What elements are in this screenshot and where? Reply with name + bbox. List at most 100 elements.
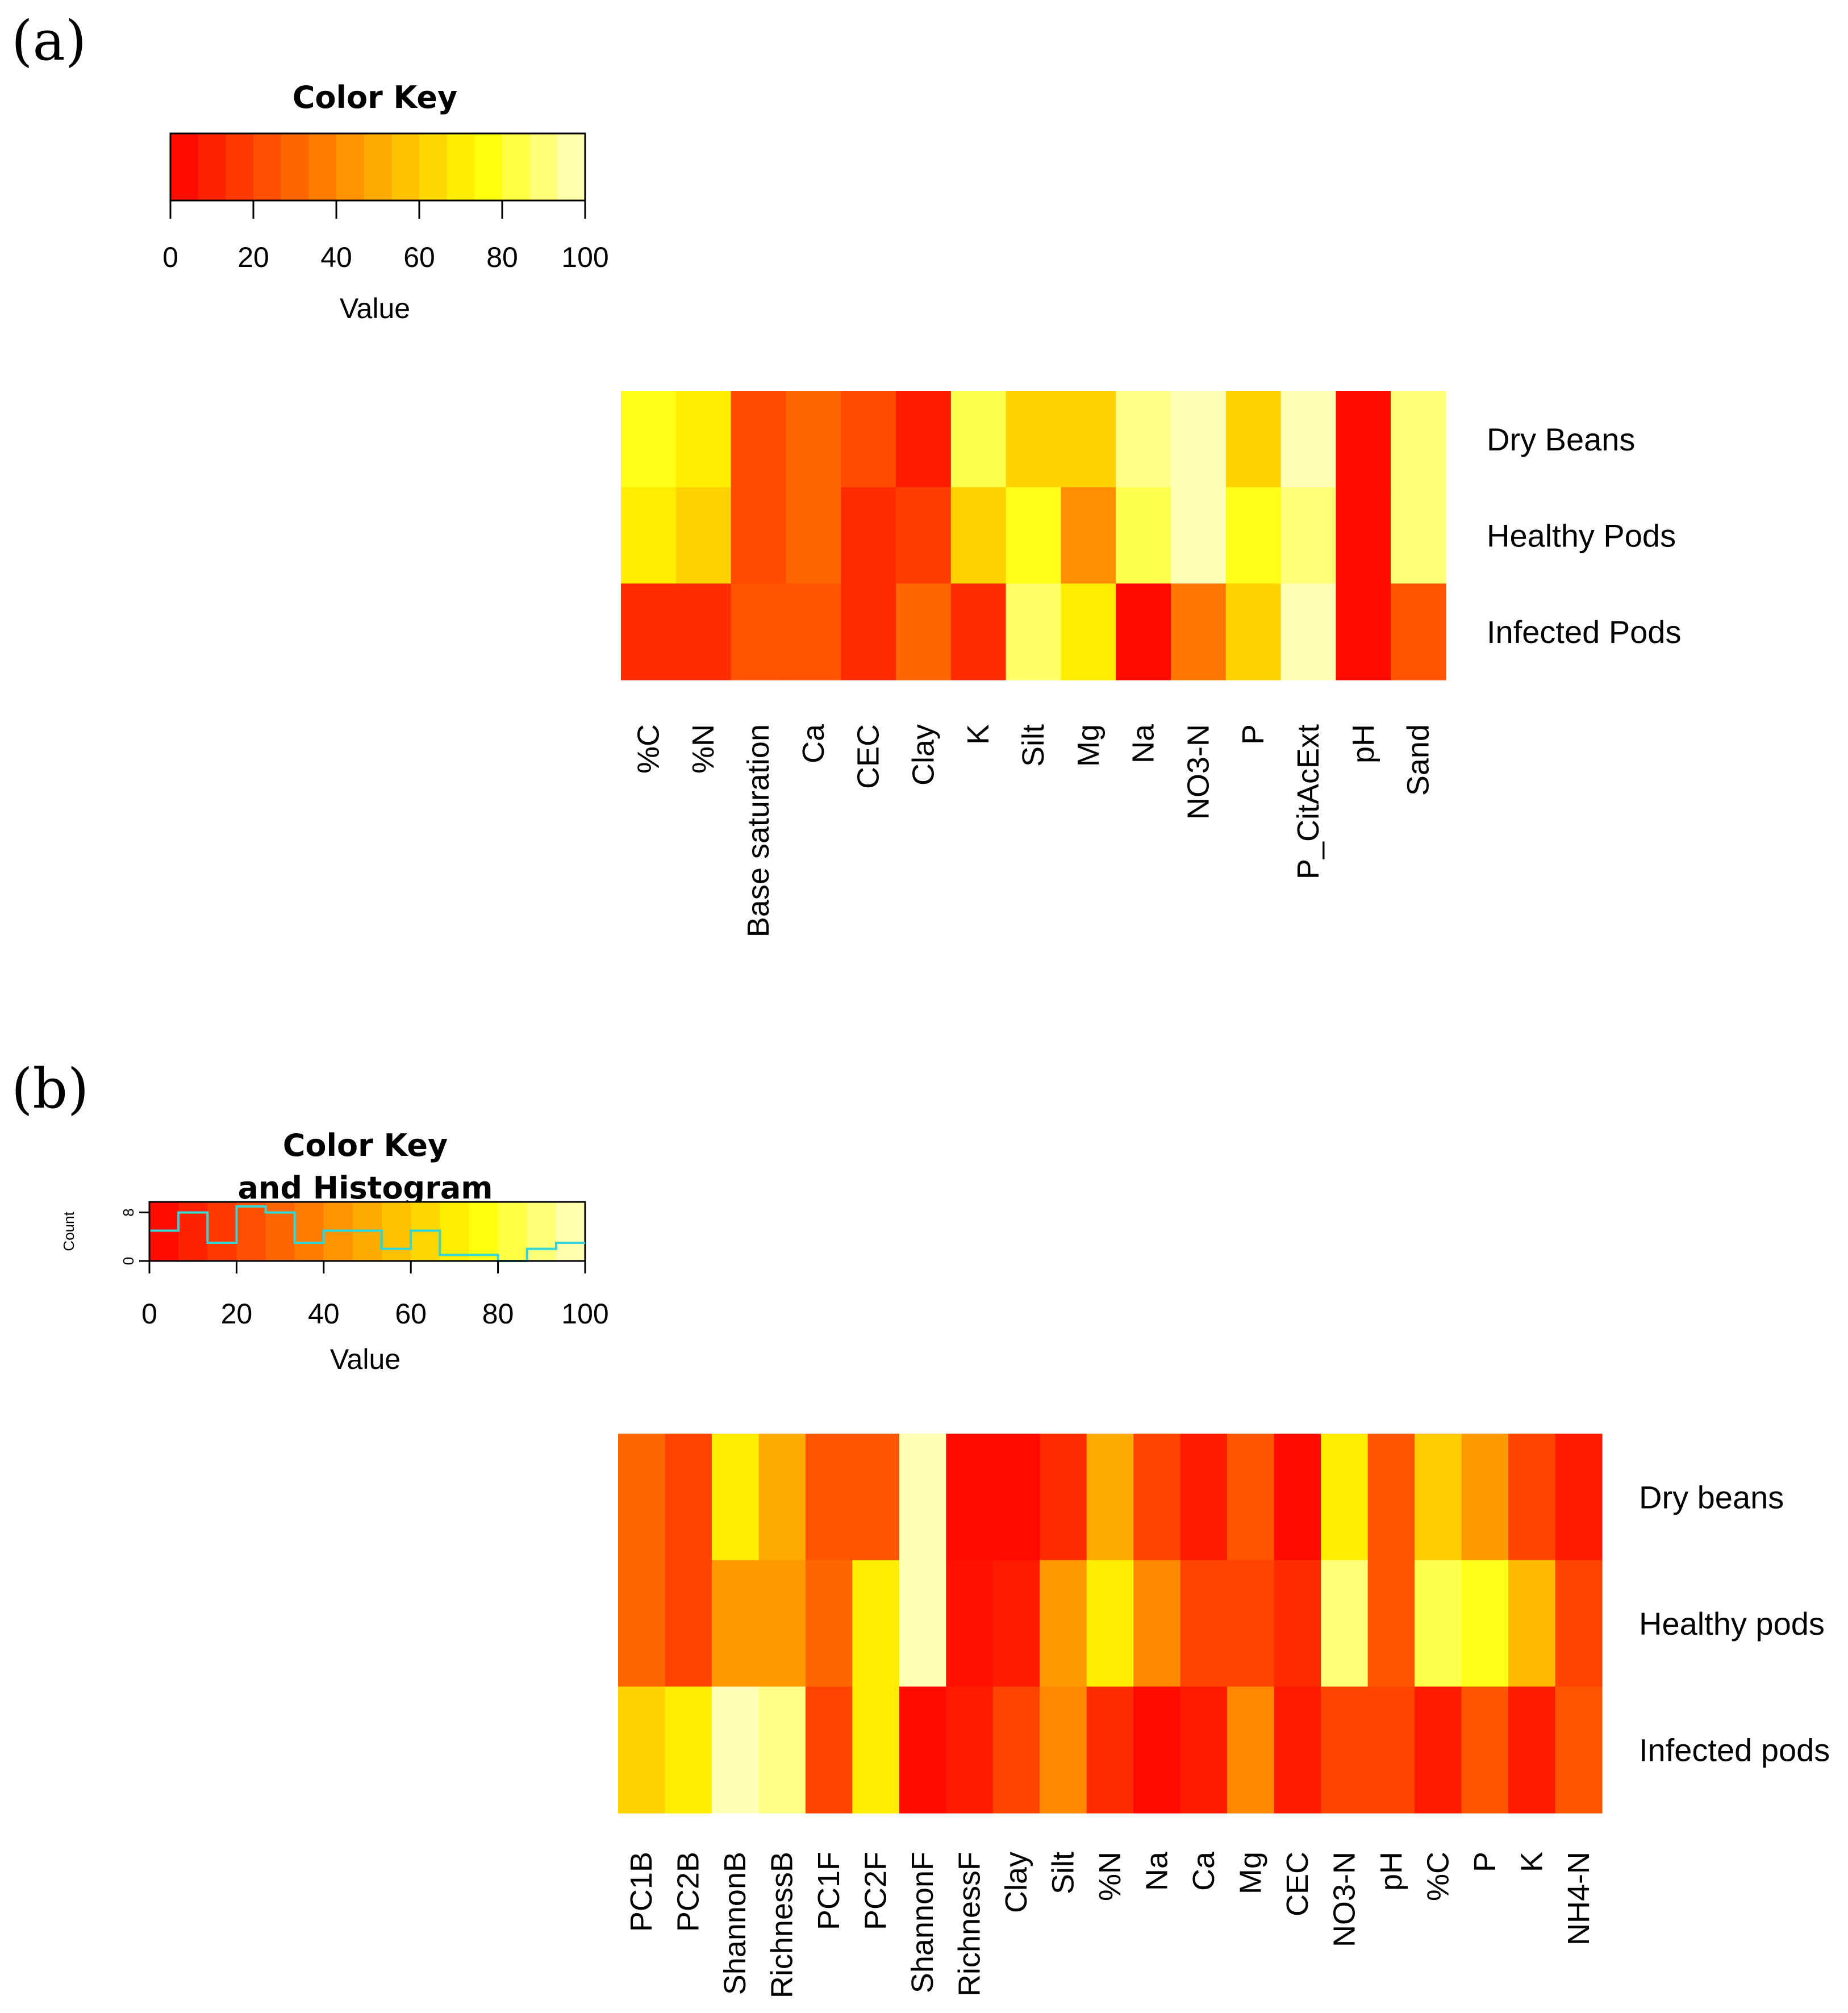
heatmap-a-column-label: NO3-N (1181, 724, 1215, 820)
heatmap-a-cell (1336, 487, 1391, 584)
heatmap-a-cell (896, 583, 952, 680)
color-key-b-count-title: Count (60, 1212, 77, 1251)
heatmap-b-cell (1133, 1686, 1181, 1814)
heatmap-a-column-label: K (961, 724, 995, 745)
heatmap-a-column-label: %C (631, 724, 665, 774)
heatmap-a-column-label: P_CitAcExt (1291, 724, 1325, 879)
color-key-a-swatch (170, 133, 199, 201)
color-key-a-swatch (529, 133, 558, 201)
heatmap-a-cell (1006, 583, 1061, 680)
heatmap-b-column-label: %C (1421, 1852, 1455, 1901)
color-key-a-tick-label: 0 (162, 241, 178, 273)
heatmap-b-cell (1086, 1686, 1134, 1814)
color-key-b-swatch (382, 1202, 411, 1261)
heatmap-b-cell (1508, 1560, 1556, 1687)
heatmap-a-cell (675, 583, 732, 680)
heatmap-a-cell (1171, 391, 1227, 488)
heatmap-b-cell (1415, 1560, 1462, 1687)
heatmap-a-cell (1336, 391, 1391, 488)
color-key-b-tick-label: 60 (395, 1298, 427, 1330)
heatmap-b-cell (1321, 1686, 1369, 1814)
heatmap-a-cells (621, 391, 1446, 680)
heatmap-a-cell (1116, 583, 1171, 680)
heatmap-b-cell (899, 1434, 946, 1561)
heatmap-b-cell (1321, 1434, 1369, 1561)
heatmap-a-cell (1225, 391, 1282, 488)
heatmap-a-row-label: Healthy Pods (1487, 518, 1676, 554)
heatmap-a-column-label: Silt (1016, 724, 1050, 767)
heatmap-a-cell (731, 487, 786, 584)
heatmap-a-cell (1116, 487, 1171, 584)
heatmap-b-cell (1367, 1686, 1415, 1814)
heatmap-b-column-label: NH4-N (1562, 1852, 1596, 1945)
heatmap-b-cell (1227, 1686, 1275, 1814)
color-key-a-swatch (281, 133, 309, 201)
color-key-a-swatch (336, 133, 365, 201)
color-key-a-title: Color Key (293, 80, 458, 115)
heatmap-b-cell (1508, 1686, 1556, 1814)
color-key-b-count-tick-label: 8 (120, 1208, 137, 1216)
color-key-b-tick-label: 100 (561, 1298, 608, 1330)
heatmap-b-column-labels: PC1B PC2B ShannonB RichnessB PC1F PC2F Shannon… (624, 1851, 1596, 1998)
heatmap-b-column-label: PC2B (671, 1852, 706, 1932)
color-key-a-tick-label: 100 (561, 241, 608, 273)
color-key-a-tick-label: 40 (320, 241, 352, 273)
heatmap-a-column-label: CEC (852, 724, 886, 789)
heatmap-b-cell (1086, 1434, 1134, 1561)
heatmap-b-column-label: P (1468, 1852, 1502, 1872)
heatmap-a-cell (950, 487, 1007, 584)
heatmap-b-cell (1040, 1434, 1087, 1561)
heatmap-b-cell (1555, 1560, 1603, 1687)
panel-b: (b) Color Key and Histogram 0 8 Count 0 20 4… (11, 1057, 1830, 1998)
color-key-b-swatch (527, 1202, 557, 1261)
color-key-a-swatch (557, 133, 586, 201)
heatmap-a-row-label: Infected Pods (1487, 614, 1681, 650)
heatmap-b-column-label: RichnessB (765, 1852, 799, 1998)
heatmap-b-cell (1133, 1434, 1181, 1561)
heatmap-a-cell (1391, 391, 1446, 488)
heatmap-a-column-label: P (1236, 724, 1270, 745)
heatmap-a-cell (786, 583, 841, 680)
color-key-b-tick-label: 0 (141, 1298, 157, 1330)
heatmap-a-cell (1225, 487, 1282, 584)
heatmap-b-cell (992, 1434, 1040, 1561)
heatmap-b-cell (1227, 1560, 1275, 1687)
heatmap-b-cell (946, 1560, 994, 1687)
color-key-b-swatch (440, 1202, 469, 1261)
heatmap-b-cell (946, 1434, 994, 1561)
heatmap-b-column-label: PC1B (624, 1852, 658, 1932)
heatmap-b-cell (1555, 1434, 1603, 1561)
heatmap-a-column-label: Ca (796, 724, 831, 763)
heatmap-b-cell (852, 1686, 900, 1814)
heatmap-b-cell (1274, 1686, 1321, 1814)
heatmap-b-cell (946, 1686, 994, 1814)
heatmap-a-row-label: Dry Beans (1487, 421, 1635, 457)
heatmap-b-column-label: ShannonB (718, 1852, 752, 1995)
color-key-b-swatch (556, 1202, 586, 1261)
panel-a: (a) Color Key 0 20 40 60 80 100 Value Dry Bea… (11, 9, 1681, 937)
heatmap-b-column-label: CEC (1280, 1852, 1315, 1916)
heatmap-a-cell (1336, 583, 1391, 680)
color-key-b-swatch (294, 1202, 324, 1261)
heatmap-a-cell (621, 487, 677, 584)
heatmap-b-cell (1274, 1560, 1321, 1687)
heatmap-a-cell (841, 487, 896, 584)
heatmap-b-cell (1133, 1560, 1181, 1687)
heatmap-b-cell (899, 1560, 946, 1687)
heatmap-b-cell (1180, 1686, 1228, 1814)
heatmap-b-column-label: %N (1093, 1852, 1127, 1901)
heatmap-b-cell (618, 1560, 666, 1687)
color-key-a-ticks: 0 20 40 60 80 100 (162, 199, 609, 273)
heatmap-a-cell (1171, 487, 1227, 584)
color-key-b-ticks: 0 20 40 60 80 100 (141, 1260, 609, 1330)
heatmap-b-cell (1227, 1434, 1275, 1561)
heatmap-a-cell (621, 583, 677, 680)
heatmap-b-row-label: Healthy pods (1639, 1606, 1825, 1642)
heatmap-b-cell (758, 1434, 806, 1561)
heatmap-b-cell (1461, 1434, 1509, 1561)
heatmap-b-cell (618, 1686, 666, 1814)
heatmap-b-cell (852, 1434, 900, 1561)
color-key-a-tick-label: 80 (486, 241, 518, 273)
color-key-b-title-line1: Color Key (283, 1127, 448, 1163)
heatmap-b-cell (899, 1686, 946, 1814)
